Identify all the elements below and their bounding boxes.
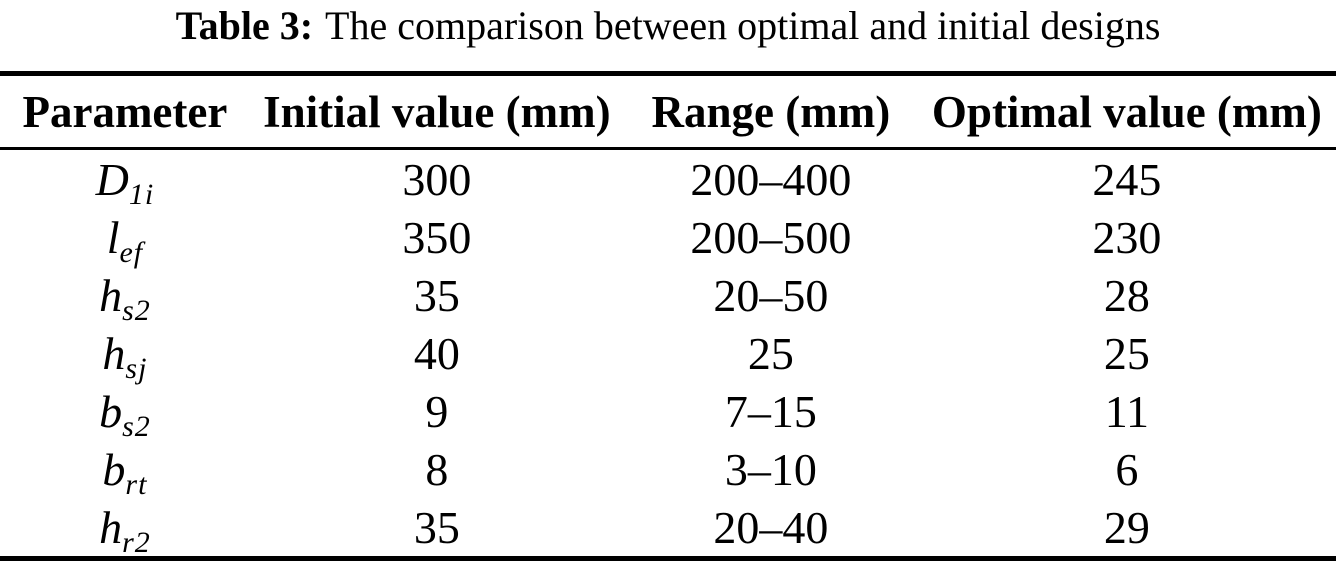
table-row: hs2 35 20–50 28 bbox=[0, 266, 1336, 327]
initial-value-cell: 40 bbox=[413, 327, 460, 379]
table-caption-number: Table 3: bbox=[175, 3, 314, 48]
optimal-value-cell: 29 bbox=[1103, 501, 1150, 553]
optimal-value-cell: 11 bbox=[1104, 385, 1150, 437]
col-header-initial-value: Initial value (mm) bbox=[249, 73, 624, 150]
parameter-cell: bs2 bbox=[0, 382, 250, 443]
parameter-subscript: s2 bbox=[122, 293, 151, 327]
parameter-symbol: D bbox=[95, 153, 129, 205]
parameter-cell: hs2 bbox=[0, 266, 250, 327]
optimal-value-cell: 230 bbox=[1092, 211, 1162, 263]
parameter-subscript: 1i bbox=[128, 177, 155, 211]
parameter-subscript: r2 bbox=[122, 525, 151, 559]
range-cell: 7–15 bbox=[724, 385, 817, 437]
parameter-subscript: sj bbox=[125, 351, 148, 385]
initial-value-cell: 35 bbox=[413, 269, 460, 321]
parameter-cell: hsj bbox=[0, 324, 250, 385]
parameter-symbol: b bbox=[99, 385, 123, 437]
parameter-symbol: h bbox=[99, 501, 123, 553]
comparison-table: Parameter Initial value (mm) Range (mm) … bbox=[0, 71, 1336, 561]
parameter-symbol: l bbox=[106, 211, 120, 263]
table-row: hr2 35 20–40 29 bbox=[0, 498, 1336, 559]
parameter-cell: brt bbox=[0, 440, 250, 501]
optimal-value-cell: 6 bbox=[1115, 443, 1139, 495]
table-row: lef 350 200–500 230 bbox=[0, 208, 1336, 269]
parameter-cell: lef bbox=[0, 208, 250, 269]
initial-value-cell: 300 bbox=[402, 153, 472, 205]
parameter-subscript: rt bbox=[125, 467, 148, 501]
optimal-value-cell: 28 bbox=[1103, 269, 1150, 321]
optimal-value-cell: 245 bbox=[1092, 153, 1162, 205]
optimal-value-cell: 25 bbox=[1103, 327, 1150, 379]
initial-value-cell: 9 bbox=[425, 385, 449, 437]
initial-value-cell: 350 bbox=[402, 211, 472, 263]
range-cell: 3–10 bbox=[724, 443, 817, 495]
col-header-optimal-value: Optimal value (mm) bbox=[917, 73, 1336, 150]
parameter-subscript: s2 bbox=[122, 409, 151, 443]
col-header-range: Range (mm) bbox=[623, 73, 918, 150]
parameter-symbol: b bbox=[102, 443, 126, 495]
parameter-cell: D1i bbox=[0, 149, 250, 211]
table-row: D1i 300 200–400 245 bbox=[0, 149, 1336, 211]
range-cell: 20–40 bbox=[713, 501, 829, 553]
initial-value-cell: 8 bbox=[425, 443, 449, 495]
parameter-symbol: h bbox=[99, 269, 123, 321]
table-header-row: Parameter Initial value (mm) Range (mm) … bbox=[0, 73, 1336, 150]
table-caption: Table 3: The comparison between optimal a… bbox=[0, 4, 1336, 48]
col-header-parameter: Parameter bbox=[0, 73, 250, 150]
table-body: D1i 300 200–400 245 lef 350 200–500 230 … bbox=[0, 149, 1336, 559]
range-cell: 20–50 bbox=[713, 269, 829, 321]
parameter-cell: hr2 bbox=[0, 498, 250, 559]
table-row: brt 8 3–10 6 bbox=[0, 440, 1336, 501]
initial-value-cell: 35 bbox=[413, 501, 460, 553]
table-row: bs2 9 7–15 11 bbox=[0, 382, 1336, 443]
table-caption-text: The comparison between optimal and initi… bbox=[325, 3, 1161, 48]
parameter-symbol: h bbox=[102, 327, 126, 379]
table-row: hsj 40 25 25 bbox=[0, 324, 1336, 385]
range-cell: 25 bbox=[747, 327, 794, 379]
range-cell: 200–500 bbox=[690, 211, 852, 263]
parameter-subscript: ef bbox=[119, 235, 144, 269]
range-cell: 200–400 bbox=[690, 153, 852, 205]
